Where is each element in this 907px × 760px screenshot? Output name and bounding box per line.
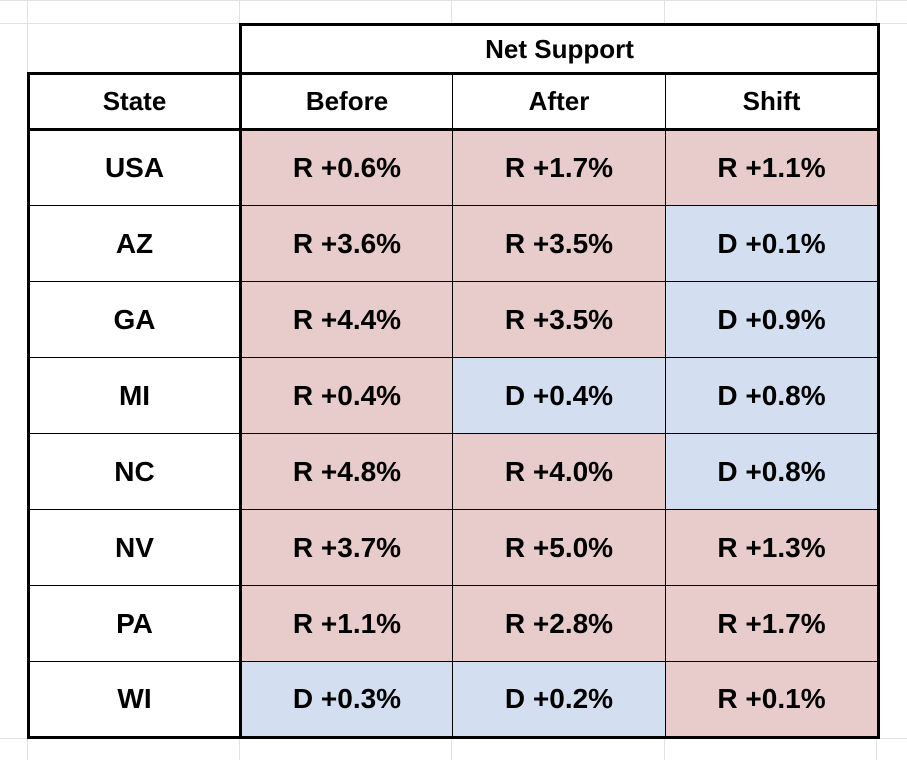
shift-cell[interactable]: D +0.8% bbox=[664, 357, 881, 434]
table-body: USA R +0.6% R +1.7% R +1.1% AZ R +3.6% R +3.5%… bbox=[27, 129, 881, 739]
after-cell[interactable]: D +0.4% bbox=[452, 357, 666, 434]
before-cell[interactable]: R +4.4% bbox=[240, 281, 453, 358]
state-cell[interactable]: NC bbox=[27, 433, 242, 510]
table-row: GA R +4.4% R +3.5% D +0.9% bbox=[27, 281, 881, 358]
before-cell[interactable]: D +0.3% bbox=[240, 661, 453, 739]
table-row: NC R +4.8% R +4.0% D +0.8% bbox=[27, 433, 881, 510]
table-row: MI R +0.4% D +0.4% D +0.8% bbox=[27, 357, 881, 434]
empty-header-cell[interactable] bbox=[29, 25, 241, 74]
column-header-shift[interactable]: Shift bbox=[664, 72, 881, 131]
shift-cell[interactable]: D +0.8% bbox=[664, 433, 881, 510]
table-row: PA R +1.1% R +2.8% R +1.7% bbox=[27, 585, 881, 662]
table-row: NV R +3.7% R +5.0% R +1.3% bbox=[27, 509, 881, 586]
before-cell[interactable]: R +3.7% bbox=[240, 509, 453, 586]
shift-cell[interactable]: R +1.1% bbox=[664, 129, 881, 206]
state-cell[interactable]: USA bbox=[27, 129, 242, 206]
before-cell[interactable]: R +0.4% bbox=[240, 357, 453, 434]
after-cell[interactable]: R +4.0% bbox=[452, 433, 666, 510]
table-row: USA R +0.6% R +1.7% R +1.1% bbox=[27, 129, 881, 206]
column-header-after[interactable]: After bbox=[452, 72, 666, 131]
column-header-state[interactable]: State bbox=[27, 72, 242, 131]
after-cell[interactable]: R +2.8% bbox=[452, 585, 666, 662]
shift-cell[interactable]: R +1.7% bbox=[664, 585, 881, 662]
before-cell[interactable]: R +3.6% bbox=[240, 205, 453, 282]
column-header-before[interactable]: Before bbox=[240, 72, 453, 131]
after-cell[interactable]: R +1.7% bbox=[452, 129, 666, 206]
state-cell[interactable]: MI bbox=[27, 357, 242, 434]
shift-cell[interactable]: R +0.1% bbox=[664, 661, 881, 739]
before-cell[interactable]: R +1.1% bbox=[240, 585, 453, 662]
state-cell[interactable]: PA bbox=[27, 585, 242, 662]
before-cell[interactable]: R +4.8% bbox=[240, 433, 453, 510]
state-cell[interactable]: WI bbox=[27, 661, 242, 739]
state-cell[interactable]: GA bbox=[27, 281, 242, 358]
net-support-table: Net Support State Before After Shift USA… bbox=[27, 23, 881, 739]
table-row: AZ R +3.6% R +3.5% D +0.1% bbox=[27, 205, 881, 282]
shift-cell[interactable]: D +0.1% bbox=[664, 205, 881, 282]
after-cell[interactable]: R +3.5% bbox=[452, 205, 666, 282]
state-cell[interactable]: NV bbox=[27, 509, 242, 586]
after-cell[interactable]: R +3.5% bbox=[452, 281, 666, 358]
after-cell[interactable]: R +5.0% bbox=[452, 509, 666, 586]
before-cell[interactable]: R +0.6% bbox=[240, 129, 453, 206]
shift-cell[interactable]: D +0.9% bbox=[664, 281, 881, 358]
shift-cell[interactable]: R +1.3% bbox=[664, 509, 881, 586]
net-support-header[interactable]: Net Support bbox=[238, 23, 881, 75]
after-cell[interactable]: D +0.2% bbox=[452, 661, 666, 739]
state-cell[interactable]: AZ bbox=[27, 205, 242, 282]
table-row: WI D +0.3% D +0.2% R +0.1% bbox=[27, 661, 881, 739]
